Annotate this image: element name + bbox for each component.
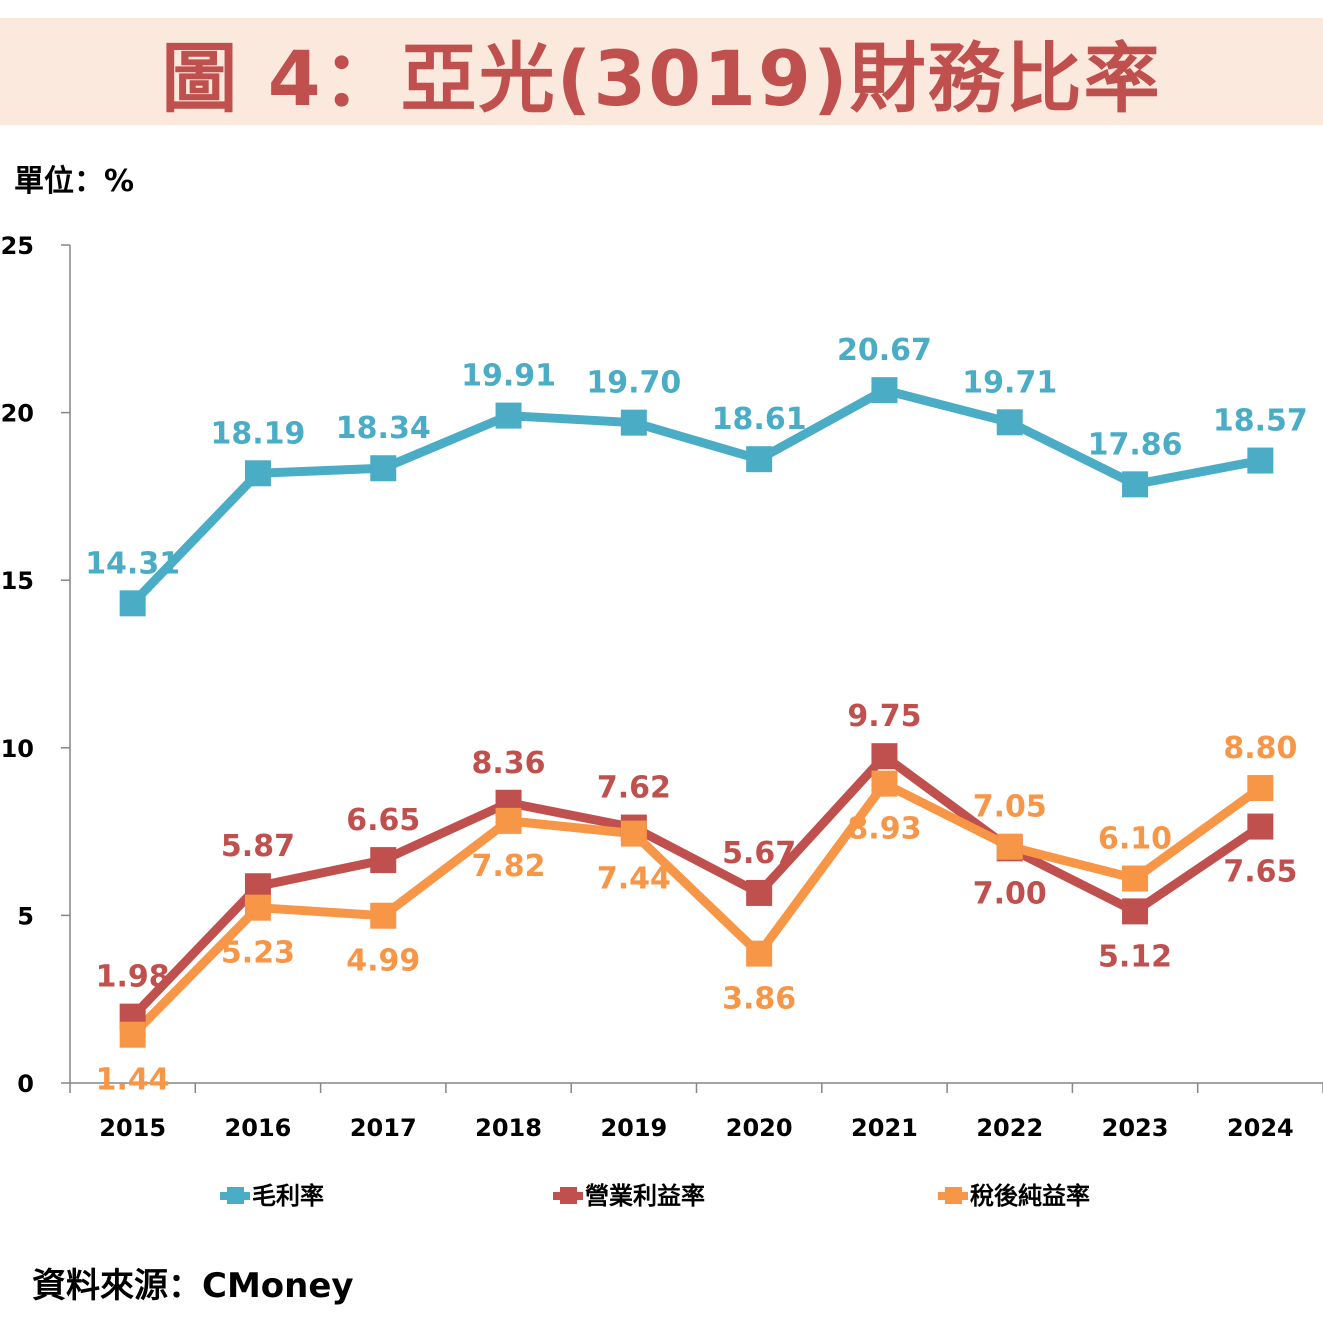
legend: 毛利率 營業利益率 稅後純益率 — [220, 1182, 1090, 1210]
data-point-marker — [119, 590, 146, 617]
data-point-marker — [871, 377, 898, 404]
data-label: 1.98 — [96, 960, 170, 995]
data-label: 20.67 — [837, 333, 932, 368]
data-label: 19.91 — [461, 359, 556, 394]
data-point-marker — [996, 833, 1023, 860]
x-tick-label: 2020 — [726, 1114, 793, 1142]
data-label: 7.44 — [597, 862, 671, 897]
data-point-marker — [244, 460, 271, 487]
y-tick-label: 5 — [17, 902, 34, 930]
data-label: 7.65 — [1223, 855, 1297, 890]
data-label: 5.67 — [722, 836, 796, 871]
y-tick-label: 20 — [1, 400, 34, 428]
data-point-marker — [620, 409, 647, 436]
data-label: 5.87 — [221, 829, 295, 864]
x-tick-label: 2019 — [600, 1114, 667, 1142]
series-line-2 — [129, 750, 1263, 1020]
chart-title: 圖 4：亞光(3019)財務比率 — [161, 33, 1162, 123]
data-point-marker — [495, 807, 522, 834]
unit-label: 單位：% — [14, 164, 135, 199]
x-tick-label: 2015 — [99, 1114, 166, 1142]
data-point-marker — [746, 940, 773, 967]
x-tick-label: 2021 — [851, 1114, 918, 1142]
legend-label: 營業利益率 — [585, 1182, 705, 1210]
axes: 0 5 10 15 20 25 2015 2016 2017 2018 2019 2020 2021 20… — [1, 232, 1323, 1142]
data-label: 4.99 — [346, 944, 420, 979]
data-label: 9.75 — [847, 699, 921, 734]
data-point-marker — [1122, 471, 1149, 498]
legend-item-3: 稅後純益率 — [938, 1182, 1090, 1210]
data-label: 8.36 — [472, 746, 546, 781]
data-point-marker — [1247, 775, 1274, 802]
data-point-marker — [871, 770, 898, 797]
data-point-marker — [370, 455, 397, 482]
x-tick-label: 2023 — [1102, 1114, 1169, 1142]
data-label: 8.80 — [1223, 731, 1297, 766]
data-point-marker — [1247, 447, 1274, 474]
data-label: 18.19 — [210, 416, 305, 451]
data-point-marker — [370, 847, 397, 874]
x-tick-label: 2017 — [350, 1114, 417, 1142]
legend-item-1: 毛利率 — [220, 1182, 324, 1210]
data-label: 18.57 — [1213, 404, 1308, 439]
data-point-marker — [996, 409, 1023, 436]
data-label: 18.34 — [336, 411, 431, 446]
series-line-1 — [129, 385, 1262, 607]
legend-label: 毛利率 — [252, 1182, 324, 1210]
series-lines — [129, 385, 1263, 1038]
data-point-marker — [370, 902, 397, 929]
title-banner: 圖 4：亞光(3019)財務比率 — [0, 18, 1323, 125]
data-point-marker — [1247, 813, 1274, 840]
data-label: 7.62 — [597, 771, 671, 806]
data-point-marker — [244, 894, 271, 921]
data-label: 17.86 — [1088, 427, 1183, 462]
legend-swatch-marker — [560, 1187, 577, 1204]
x-tick-label: 2022 — [976, 1114, 1043, 1142]
data-point-marker — [119, 1021, 146, 1048]
series-line-3 — [129, 777, 1263, 1038]
legend-swatch-marker — [227, 1187, 244, 1204]
data-label: 6.65 — [346, 803, 420, 838]
data-label: 7.82 — [472, 849, 546, 884]
data-point-marker — [746, 446, 773, 473]
y-tick-label: 10 — [1, 735, 34, 763]
data-label: 19.71 — [962, 365, 1057, 400]
source-label: 資料來源：CMoney — [32, 1266, 354, 1306]
x-tick-label: 2018 — [475, 1114, 542, 1142]
legend-swatch-marker — [945, 1187, 962, 1204]
markers — [119, 377, 1274, 1048]
data-label: 14.31 — [85, 546, 180, 581]
y-tick-label: 0 — [17, 1070, 34, 1098]
data-label: 5.12 — [1098, 939, 1172, 974]
data-label: 19.70 — [586, 366, 681, 401]
x-tick-label: 2016 — [225, 1114, 292, 1142]
legend-label: 稅後純益率 — [970, 1182, 1090, 1210]
data-label: 3.86 — [722, 982, 796, 1017]
data-label: 7.00 — [973, 876, 1047, 911]
data-label: 1.44 — [96, 1063, 170, 1098]
data-point-marker — [746, 879, 773, 906]
data-point-marker — [871, 743, 898, 770]
data-labels: 14.31 18.19 18.34 19.91 19.70 18.61 20.67 19.71… — [85, 333, 1308, 1098]
legend-item-2: 營業利益率 — [553, 1182, 705, 1210]
data-point-marker — [1122, 898, 1149, 925]
data-label: 5.23 — [221, 936, 295, 971]
data-label: 18.61 — [712, 402, 807, 437]
y-tick-label: 25 — [1, 232, 34, 260]
data-point-marker — [495, 402, 522, 429]
x-tick-label: 2024 — [1227, 1114, 1294, 1142]
data-point-marker — [1122, 865, 1149, 892]
data-label: 8.93 — [847, 812, 921, 847]
y-tick-label: 15 — [1, 567, 34, 595]
data-point-marker — [620, 820, 647, 847]
data-label: 7.05 — [973, 790, 1047, 825]
data-label: 6.10 — [1098, 822, 1172, 857]
